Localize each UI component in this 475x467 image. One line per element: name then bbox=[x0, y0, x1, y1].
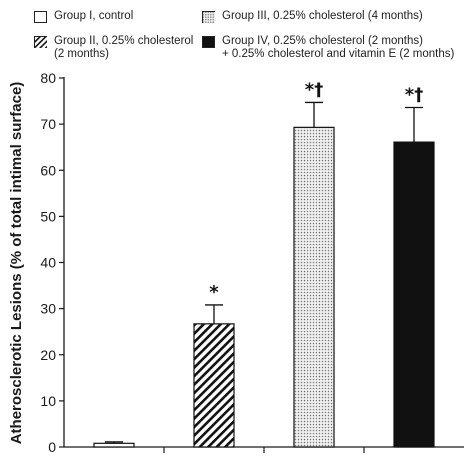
y-tick-label: 10 bbox=[40, 393, 56, 409]
legend-label: Group III, 0.25% cholesterol (4 months) bbox=[222, 10, 423, 22]
y-tick-label: 30 bbox=[40, 301, 56, 317]
y-tick-label: 40 bbox=[40, 255, 56, 271]
bar bbox=[393, 141, 435, 448]
significance-marker: *† bbox=[405, 85, 423, 106]
legend-swatch-hatched bbox=[34, 36, 47, 48]
significance-marker: *† bbox=[305, 79, 323, 100]
y-tick-label: 80 bbox=[40, 70, 56, 86]
y-tick-label: 70 bbox=[40, 116, 56, 132]
y-tick-label: 60 bbox=[40, 162, 56, 178]
legend-swatch-dotted bbox=[202, 11, 215, 23]
legend: Group I, control Group II, 0.25% cholest… bbox=[0, 0, 475, 70]
y-tick-label: 0 bbox=[48, 439, 56, 455]
legend-label: Group IV, 0.25% cholesterol (2 months) +… bbox=[222, 35, 455, 60]
bar bbox=[93, 442, 135, 448]
bars: * *† *† bbox=[93, 79, 435, 453]
bar bbox=[293, 126, 335, 448]
bar bbox=[193, 323, 235, 448]
y-tick-label: 50 bbox=[40, 208, 56, 224]
legend-label: Group II, 0.25% cholesterol (2 months) bbox=[54, 35, 194, 60]
legend-label: Group I, control bbox=[54, 10, 134, 22]
y-axis-label: Atherosclerotic Lesions (% of total inti… bbox=[8, 82, 25, 445]
significance-marker: * bbox=[209, 282, 219, 303]
y-tick-label: 20 bbox=[40, 347, 56, 363]
legend-swatch-black bbox=[202, 36, 215, 48]
legend-swatch-white bbox=[34, 11, 47, 23]
